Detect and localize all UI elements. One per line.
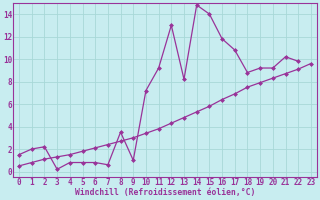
- X-axis label: Windchill (Refroidissement éolien,°C): Windchill (Refroidissement éolien,°C): [75, 188, 255, 197]
